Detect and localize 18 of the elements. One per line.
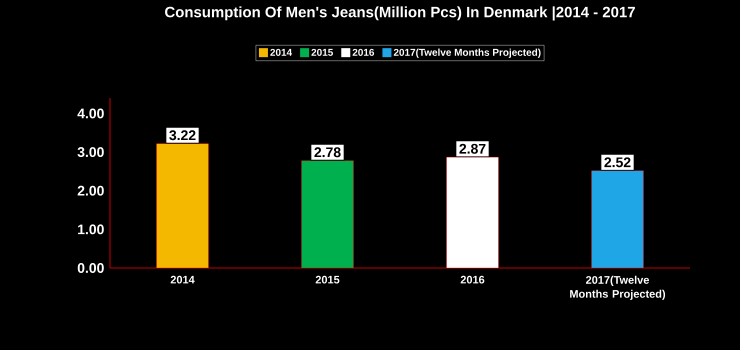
x-tick-label: 2016 [460, 276, 484, 284]
x-tick-label: 2017(Twelve Months Projected) [570, 276, 666, 300]
data-label: 3.22 [169, 130, 196, 140]
y-tick-label: 4.00 [77, 108, 104, 118]
data-label: 2.78 [314, 147, 341, 158]
chart-title: Consumption Of Men's Jeans(Million Pcs) In Denmark |2014 - 2017 [165, 6, 635, 20]
y-tick-label: 0.00 [78, 263, 104, 273]
y-tick-label: 2.00 [78, 186, 104, 196]
legend-label: 2017(Twelve Months Projected) [394, 48, 541, 58]
legend-label: 2016 [352, 48, 374, 56]
legend-label: 2015 [311, 48, 333, 56]
data-label: 2.87 [459, 144, 486, 154]
y-tick-label: 3.00 [78, 147, 104, 158]
x-tick-label: 2015 [316, 276, 340, 284]
legend-label: 2014 [270, 48, 292, 56]
y-tick-label: 1.00 [78, 224, 104, 234]
data-label: 2.52 [604, 157, 631, 168]
x-tick-label: 2014 [170, 276, 195, 284]
